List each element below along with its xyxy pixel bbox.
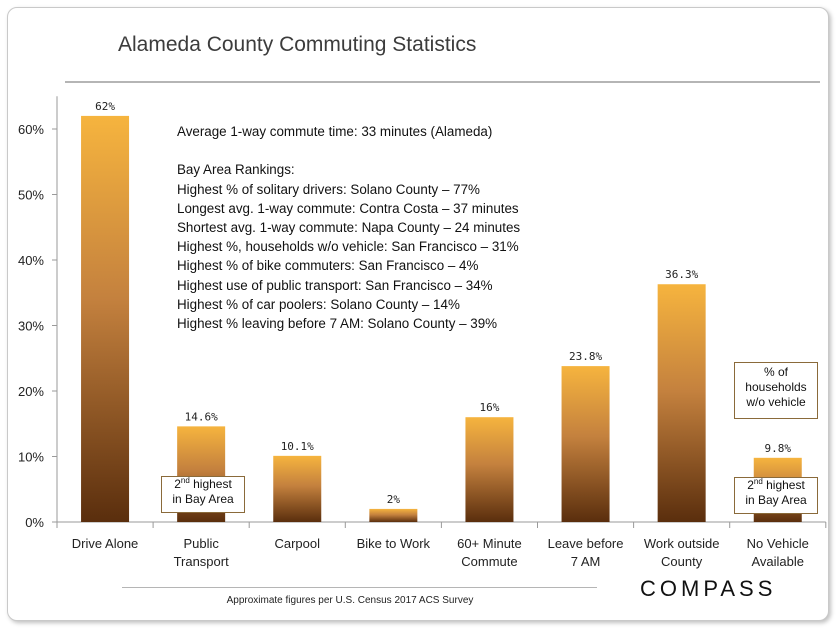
x-axis-labels: Drive Alone Public Transport Carpool Bike to… [72, 536, 809, 569]
note-line: Highest use of public transport: San Fra… [177, 277, 493, 293]
x-tick-label: Available [751, 554, 804, 569]
note-line: Bay Area Rankings: [177, 162, 295, 178]
x-tick-label: Carpool [274, 536, 320, 551]
note-line: Longest avg. 1-way commute: Contra Costa… [177, 200, 519, 216]
y-tick-label: 20% [18, 384, 44, 399]
x-tick-label: No Vehicle [747, 536, 809, 551]
note-line: Highest % of solitary drivers: Solano Co… [177, 181, 480, 197]
note-line: Average 1-way commute time: 33 minutes (… [177, 124, 493, 139]
data-label: 16% [480, 401, 500, 414]
y-tick-label: 50% [18, 188, 44, 203]
note-line: Highest % of bike commuters: San Francis… [177, 258, 479, 274]
stats-notes: Average 1-way commute time: 33 minutes (… [177, 122, 520, 333]
compass-logo: COMPASS [640, 576, 777, 601]
title-divider [65, 81, 820, 83]
data-label: 23.8% [569, 350, 602, 363]
x-tick-label: Leave before [548, 536, 624, 551]
callout-no-vehicle-households: % of households w/o vehicle [734, 362, 818, 419]
note-line: Highest % leaving before 7 AM: Solano Co… [177, 315, 498, 331]
y-tick-label: 60% [18, 122, 44, 137]
y-tick-label: 10% [18, 450, 44, 465]
bar [561, 366, 610, 522]
x-tick-label: Work outside [644, 536, 720, 551]
data-label: 14.6% [185, 410, 218, 423]
x-tick-label: Transport [174, 554, 230, 569]
y-tick-label: 0% [25, 515, 44, 530]
callout-public-transport: 2nd highest in Bay Area [161, 476, 245, 513]
x-tick-label: Public [183, 536, 219, 551]
bar [657, 284, 706, 522]
bar [81, 115, 130, 523]
x-tick-label: 60+ Minute [457, 536, 522, 551]
x-tick-label: County [661, 554, 703, 569]
note-line [177, 141, 520, 160]
data-label: 36.3% [665, 268, 698, 281]
callout-no-vehicle-rank: 2nd highest in Bay Area [734, 477, 818, 514]
y-tick-label: 30% [18, 319, 44, 334]
page-title: Alameda County Commuting Statistics [118, 33, 477, 56]
data-label: 2% [387, 493, 401, 506]
x-tick-label: Commute [461, 554, 517, 569]
source-footnote: Approximate figures per U.S. Census 2017… [226, 595, 474, 606]
data-label: 62% [95, 100, 115, 113]
note-line: Highest %, households w/o vehicle: San F… [177, 239, 519, 255]
y-axis: 0% 10% 20% 30% 40% 50% 60% [18, 96, 827, 530]
x-tick-label: 7 AM [571, 554, 601, 569]
bar [465, 417, 514, 522]
footer-divider [122, 587, 597, 588]
bar [273, 455, 322, 522]
bar [369, 508, 418, 522]
note-line: Shortest avg. 1-way commute: Napa County… [177, 219, 521, 235]
y-tick-label: 40% [18, 253, 44, 268]
x-tick-label: Bike to Work [357, 536, 431, 551]
note-line: Highest % of car poolers: Solano County … [177, 296, 460, 312]
x-tick-label: Drive Alone [72, 536, 138, 551]
data-label: 9.8% [765, 442, 792, 455]
data-label: 10.1% [281, 440, 314, 453]
